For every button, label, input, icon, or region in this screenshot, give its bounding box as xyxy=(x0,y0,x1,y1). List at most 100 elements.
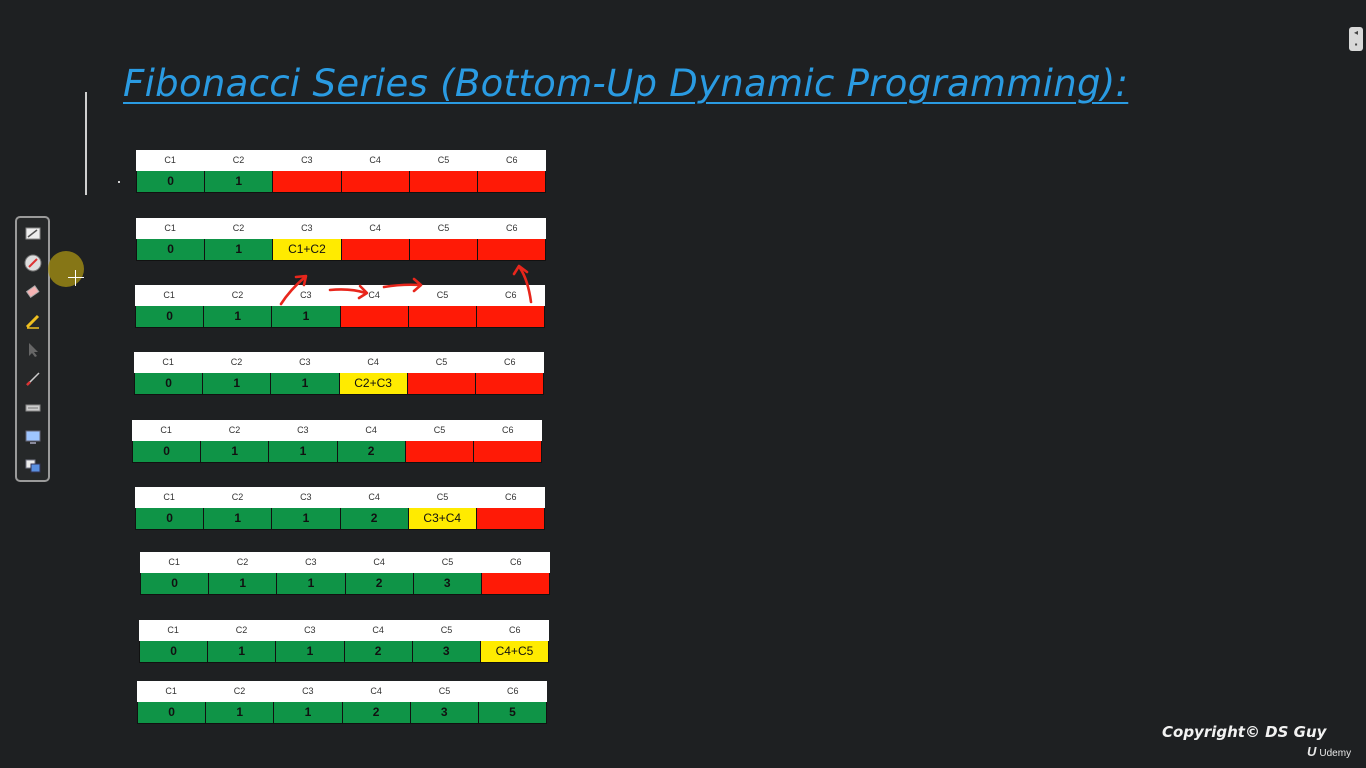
header-cell: C6 xyxy=(504,357,516,367)
value-cell-green: 1 xyxy=(205,171,274,192)
table-value-row: 0 1 1 2 C3+C4 xyxy=(135,508,545,530)
slide-title: Fibonacci Series (Bottom-Up Dynamic Prog… xyxy=(123,62,1129,105)
value-cell-red xyxy=(477,239,546,260)
value-cell-red xyxy=(476,508,545,529)
header-cell: C2 xyxy=(231,492,244,502)
header-cell: C6 xyxy=(506,223,518,233)
windows-icon[interactable] xyxy=(23,456,43,476)
eraser-icon[interactable] xyxy=(23,282,43,302)
header-cell: C4 xyxy=(368,492,380,502)
header-cell: C6 xyxy=(510,557,522,567)
value-cell-green: 1 xyxy=(205,239,274,260)
header-cell: C3 xyxy=(297,425,309,435)
highlighter-icon[interactable] xyxy=(23,311,43,331)
value-cell-green: 1 xyxy=(208,641,277,662)
whiteboard-icon[interactable] xyxy=(23,224,43,244)
value-cell-red xyxy=(409,171,478,192)
fib-table-step-2: C1 C2 C3 C4 C5 C6 0 1 C1+C2 xyxy=(136,218,546,261)
header-cell: C5 xyxy=(436,290,449,300)
text-caret-line xyxy=(85,92,87,195)
value-cell-green: 1 xyxy=(272,306,341,327)
table-header-row: C1 C2 C3 C4 C5 C6 xyxy=(136,150,546,171)
fib-table-step-1: C1 C2 C3 C4 C5 C6 0 1 xyxy=(136,150,546,193)
header-cell: C4 xyxy=(369,155,381,165)
udemy-label: Udemy xyxy=(1319,748,1352,759)
header-cell: C1 xyxy=(168,557,180,567)
value-cell-green: 1 xyxy=(272,508,341,529)
header-cell: C4 xyxy=(367,357,379,367)
header-cell: C2 xyxy=(231,290,244,300)
header-cell: C2 xyxy=(235,625,248,635)
fib-table-step-3: C1 C2 C3 C4 C5 C6 0 1 1 xyxy=(135,285,545,328)
header-cell: C5 xyxy=(437,155,450,165)
value-cell-green: 3 xyxy=(413,573,482,594)
value-cell-yellow: C2+C3 xyxy=(339,373,408,394)
header-cell: C3 xyxy=(302,686,314,696)
cursor-highlight xyxy=(48,251,84,287)
value-cell-green: 1 xyxy=(204,306,273,327)
annotation-toolbar xyxy=(15,216,50,482)
value-cell-green: 1 xyxy=(209,573,278,594)
table-header-row: C1 C2 C3 C4 C5 C6 xyxy=(136,218,546,239)
header-cell: C4 xyxy=(372,625,384,635)
header-cell: C1 xyxy=(160,425,172,435)
pointer-icon[interactable] xyxy=(23,340,43,360)
value-cell-green: 0 xyxy=(137,239,206,260)
udemy-logo-icon: U xyxy=(1307,744,1317,759)
table-value-row: 0 1 1 2 3 C4+C5 xyxy=(139,641,549,663)
header-cell: C3 xyxy=(301,223,313,233)
header-cell: C5 xyxy=(436,492,449,502)
table-value-row: 0 1 C1+C2 xyxy=(136,239,546,261)
table-value-row: 0 1 1 C2+C3 xyxy=(134,373,544,395)
header-cell: C3 xyxy=(301,155,313,165)
value-cell-red xyxy=(341,171,410,192)
value-cell-green: 2 xyxy=(345,573,414,594)
value-cell-green: 1 xyxy=(271,373,340,394)
value-cell-green: 0 xyxy=(137,171,206,192)
header-cell: C5 xyxy=(437,223,450,233)
header-cell: C3 xyxy=(304,625,316,635)
header-cell: C2 xyxy=(228,425,241,435)
table-header-row: C1 C2 C3 C4 C5 C6 xyxy=(135,487,545,508)
brush-icon[interactable] xyxy=(23,369,43,389)
header-cell: C3 xyxy=(299,357,311,367)
value-cell-red xyxy=(340,306,409,327)
crosshair-cursor-icon xyxy=(68,270,84,286)
header-cell: C6 xyxy=(506,155,518,165)
value-cell-yellow: C4+C5 xyxy=(480,641,549,662)
fib-table-step-7: C1 C2 C3 C4 C5 C6 0 1 1 2 3 xyxy=(140,552,550,595)
keyboard-icon[interactable] xyxy=(23,398,43,418)
header-cell: C6 xyxy=(507,686,519,696)
header-cell: C1 xyxy=(164,223,176,233)
fib-table-step-4: C1 C2 C3 C4 C5 C6 0 1 1 C2+C3 xyxy=(134,352,544,395)
value-cell-red xyxy=(477,171,546,192)
pen-icon[interactable] xyxy=(23,253,43,273)
fib-table-step-9: C1 C2 C3 C4 C5 C6 0 1 1 2 3 5 xyxy=(137,681,547,724)
value-cell-green: 2 xyxy=(337,441,406,462)
header-cell: C5 xyxy=(438,686,451,696)
header-cell: C3 xyxy=(300,492,312,502)
value-cell-green: 1 xyxy=(276,641,345,662)
collapse-panel-icon[interactable]: ◂ ▪ xyxy=(1349,27,1363,51)
fib-table-step-5: C1 C2 C3 C4 C5 C6 0 1 1 2 xyxy=(132,420,542,463)
header-cell: C5 xyxy=(433,425,446,435)
value-cell-red xyxy=(405,441,474,462)
screen-icon[interactable] xyxy=(23,427,43,447)
value-cell-red xyxy=(407,373,476,394)
value-cell-red xyxy=(475,373,544,394)
fib-table-step-6: C1 C2 C3 C4 C5 C6 0 1 1 2 C3+C4 xyxy=(135,487,545,530)
header-cell: C6 xyxy=(502,425,514,435)
header-cell: C1 xyxy=(164,155,176,165)
value-cell-green: 0 xyxy=(133,441,202,462)
value-cell-green: 1 xyxy=(277,573,346,594)
value-cell-green: 0 xyxy=(138,702,207,723)
table-header-row: C1 C2 C3 C4 C5 C6 xyxy=(139,620,549,641)
header-cell: C5 xyxy=(441,557,454,567)
header-cell: C1 xyxy=(163,290,175,300)
table-header-row: C1 C2 C3 C4 C5 C6 xyxy=(134,352,544,373)
table-header-row: C1 C2 C3 C4 C5 C6 xyxy=(140,552,550,573)
value-cell-yellow: C3+C4 xyxy=(408,508,477,529)
